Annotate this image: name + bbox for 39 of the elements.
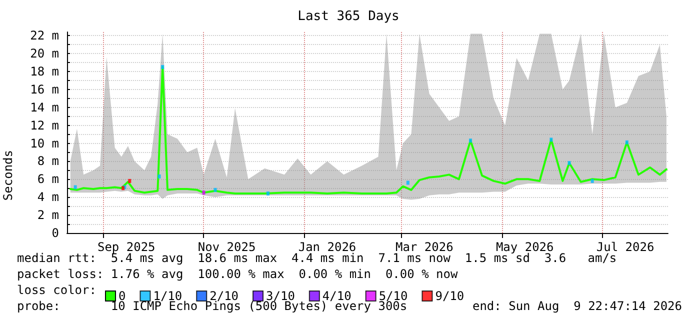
legend-label: 5/10 <box>378 289 408 303</box>
point <box>406 180 410 185</box>
y-tick-label: 4 m <box>37 190 59 204</box>
point <box>590 178 594 183</box>
x-tick-label: May 2026 <box>496 240 554 254</box>
y-tick-label: 14 m <box>30 100 59 114</box>
point <box>266 192 270 196</box>
x-tick-label: Jul 2026 <box>596 240 654 254</box>
point <box>158 174 161 178</box>
point <box>128 178 132 183</box>
point <box>214 188 217 192</box>
point <box>74 185 77 190</box>
x-tick-label: Nov 2025 <box>198 240 256 254</box>
chart-title: Last 365 Days <box>298 9 400 24</box>
y-tick-label: 20 m <box>30 46 59 61</box>
x-tick-label: Sep 2025 <box>97 240 156 254</box>
point <box>625 140 628 144</box>
point <box>550 138 553 142</box>
y-tick-label: 10 m <box>30 136 59 150</box>
point <box>468 138 472 143</box>
point <box>161 64 164 69</box>
y-tick-label: 16 m <box>30 82 59 96</box>
x-tick-label: Jan 2026 <box>298 240 356 254</box>
text: loss color: <box>17 283 96 297</box>
legend-label: 9/10 <box>435 289 464 303</box>
y-tick-label: 18 m <box>30 64 59 78</box>
x-tick-label: Mar 2026 <box>395 240 454 254</box>
y-tick-label: 0 <box>52 226 59 240</box>
y-tick-label: 2 m <box>37 208 59 222</box>
y-tick-label: 22 m <box>30 28 59 43</box>
y-tick-label: 8 m <box>37 154 59 168</box>
y-axis-title: Seconds <box>1 150 15 201</box>
y-tick-label: 6 m <box>37 172 59 186</box>
y-tick-label: 12 m <box>30 118 59 132</box>
point <box>202 190 206 195</box>
legend-label: 4/10 <box>322 289 352 303</box>
text: end: Sun Aug 9 22:47:14 2026 <box>472 299 682 313</box>
point <box>568 161 571 166</box>
text: packet loss: 1.76 % avg 100.00 % max 0.00 % min 0.00 % now <box>17 267 458 281</box>
